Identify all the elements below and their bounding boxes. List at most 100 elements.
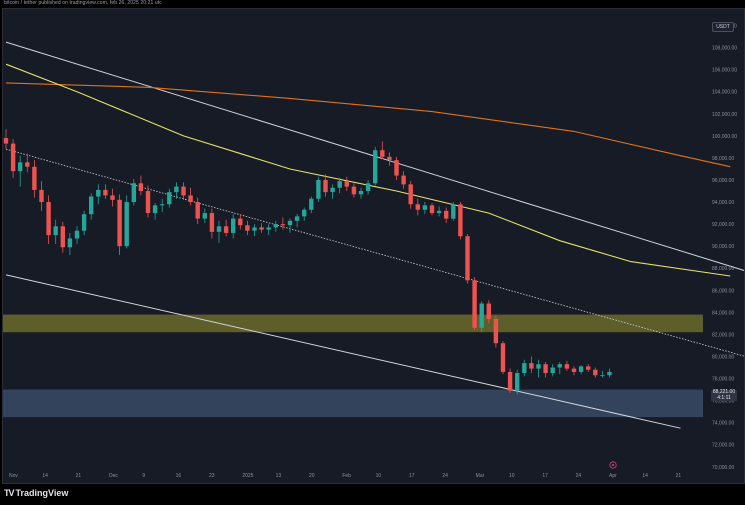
- candle-body: [586, 366, 591, 370]
- candle-body: [231, 218, 236, 233]
- currency-badge[interactable]: USDT: [712, 22, 734, 32]
- chart-panel[interactable]: 110,000.00108,000.00106,000.00104,000.00…: [2, 8, 745, 484]
- candle-body: [472, 280, 477, 328]
- candle-body: [117, 199, 122, 247]
- y-axis[interactable]: 110,000.00108,000.00106,000.00104,000.00…: [712, 24, 737, 471]
- candle-body: [287, 220, 293, 226]
- candle-body: [507, 371, 513, 391]
- y-tick-label: 96,000.00: [712, 178, 734, 184]
- resistance-zone: [3, 314, 703, 333]
- x-tick-label: 20: [309, 473, 315, 479]
- y-tick-label: 80,000.00: [712, 354, 734, 360]
- candle: [81, 210, 87, 236]
- candle-body: [25, 162, 30, 167]
- candle-body: [373, 150, 378, 184]
- candle-body: [266, 227, 271, 230]
- candle: [60, 221, 65, 253]
- candle: [25, 153, 30, 173]
- candle-body: [351, 186, 357, 195]
- alert-marker-icon[interactable]: [609, 461, 617, 469]
- candle: [294, 214, 300, 228]
- candle: [309, 196, 314, 214]
- candle: [67, 232, 73, 255]
- zones: [3, 314, 703, 418]
- candle: [280, 217, 286, 230]
- candle: [273, 220, 278, 232]
- candle-body: [181, 186, 186, 196]
- candle: [110, 188, 115, 207]
- candle: [593, 367, 598, 378]
- candle: [550, 364, 555, 377]
- candle-body: [408, 184, 413, 205]
- candle: [586, 364, 591, 372]
- candle: [287, 218, 293, 233]
- candle: [436, 206, 442, 217]
- current-price-value: 88,221.00: [712, 389, 736, 395]
- candle: [103, 184, 108, 199]
- current-price-countdown: 4:1:11: [717, 394, 731, 401]
- x-tick-label: 16: [176, 473, 182, 479]
- candle-body: [365, 183, 371, 192]
- candle: [124, 195, 129, 249]
- candle-body: [174, 186, 179, 193]
- candle-body: [273, 224, 278, 228]
- x-tick-label: Dec: [109, 473, 118, 479]
- candle-body: [195, 202, 200, 219]
- y-tick-label: 90,000.00: [712, 244, 734, 250]
- x-tick-label: Mar: [476, 473, 485, 479]
- candle: [231, 214, 236, 239]
- moving-averages: [5, 63, 731, 277]
- candle-body: [394, 160, 399, 176]
- candle: [387, 152, 392, 166]
- candle-body: [557, 364, 562, 368]
- candle: [479, 301, 484, 333]
- x-tick-label: 17: [542, 473, 548, 479]
- candle: [529, 356, 534, 374]
- y-tick-label: 84,000.00: [712, 310, 734, 316]
- candle: [39, 181, 44, 211]
- y-tick-label: 104,000.00: [712, 90, 737, 96]
- ma-yellow-line: [5, 63, 731, 277]
- candle-body: [515, 373, 520, 391]
- candle: [167, 188, 172, 208]
- candle: [394, 156, 399, 180]
- candle: [223, 219, 229, 237]
- support-zone: [3, 389, 703, 418]
- candle-body: [209, 213, 215, 232]
- candle: [522, 359, 527, 377]
- candle-body: [110, 195, 115, 200]
- candle: [472, 277, 477, 331]
- candle: [365, 179, 371, 195]
- candle-body: [529, 363, 534, 369]
- candle-body: [330, 187, 335, 193]
- candle: [415, 198, 420, 216]
- candle: [507, 368, 513, 393]
- x-axis[interactable]: Nov 14 21 Dec 9 16 23 2025 13 20 Feb 10 17 24 Mar 10 17 2…: [9, 473, 681, 479]
- candle: [74, 226, 80, 244]
- price-chart[interactable]: 110,000.00108,000.00106,000.00104,000.00…: [3, 9, 744, 483]
- candle-body: [81, 214, 87, 231]
- candle-body: [571, 368, 577, 372]
- y-tick-label: 72,000.00: [712, 443, 734, 449]
- y-tick-label: 70,000.00: [712, 465, 734, 471]
- candle-body: [486, 303, 491, 319]
- y-tick-label: 82,000.00: [712, 332, 734, 338]
- candle-body: [294, 216, 300, 221]
- candle-body: [479, 303, 484, 328]
- candle: [245, 220, 250, 236]
- y-tick-label: 106,000.00: [712, 68, 737, 74]
- candle: [117, 194, 122, 255]
- candle-body: [74, 230, 80, 239]
- candle: [500, 341, 506, 375]
- x-tick-label: 21: [676, 473, 682, 479]
- candle: [358, 187, 364, 199]
- candle-body: [543, 364, 548, 374]
- candle-body: [53, 226, 58, 236]
- candle-body: [302, 209, 307, 217]
- candle: [330, 184, 335, 199]
- candle: [53, 219, 58, 244]
- y-tick-label: 88,000.00: [712, 266, 734, 272]
- candle-body: [593, 369, 598, 376]
- candle-body: [46, 202, 51, 236]
- candle: [145, 185, 151, 218]
